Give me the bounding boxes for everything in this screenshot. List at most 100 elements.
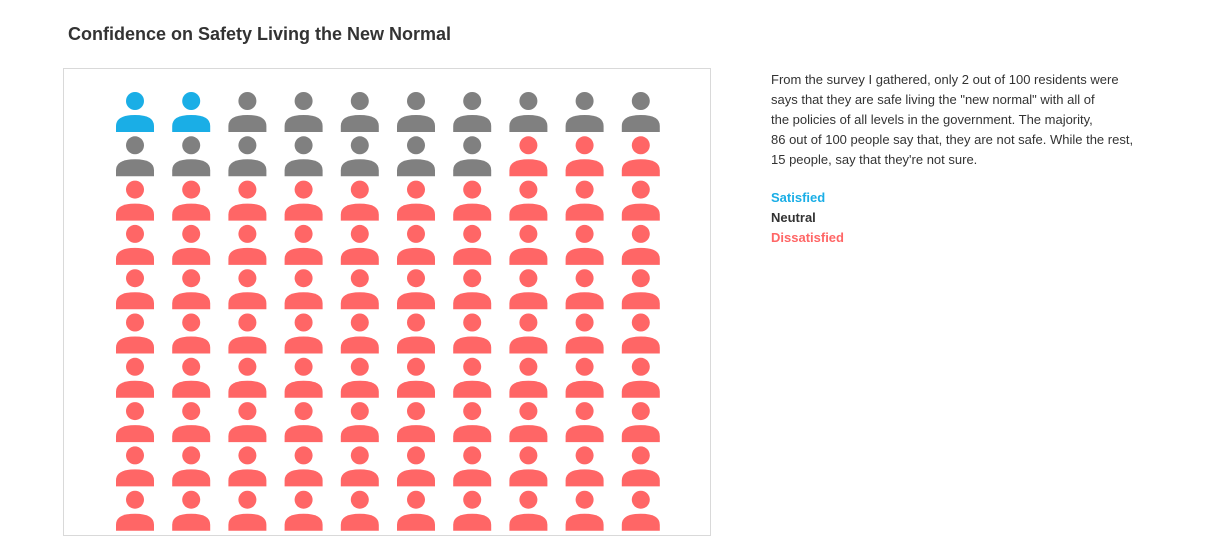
person-icon-dissatisfied xyxy=(397,180,435,221)
description-line: 15 people, say that they're not sure. xyxy=(771,152,978,167)
person-icon-dissatisfied xyxy=(116,357,154,398)
person-icon-dissatisfied xyxy=(397,357,435,398)
person-icon-dissatisfied xyxy=(565,490,604,531)
person-icon-dissatisfied xyxy=(340,357,379,398)
person-icon-dissatisfied xyxy=(565,180,604,221)
person-icon-dissatisfied xyxy=(565,313,604,354)
person-icon-dissatisfied xyxy=(284,180,323,221)
person-icon-neutral xyxy=(340,92,379,132)
description-line: From the survey I gathered, only 2 out o… xyxy=(771,72,1119,87)
person-icon-dissatisfied xyxy=(397,490,435,531)
person-icon-satisfied xyxy=(116,92,154,132)
person-icon-dissatisfied xyxy=(565,269,604,310)
person-icon-dissatisfied xyxy=(228,357,267,398)
person-icon-dissatisfied xyxy=(340,180,379,221)
description-line: says that they are safe living the "new … xyxy=(771,92,1095,107)
person-icon-dissatisfied xyxy=(621,313,660,354)
person-icon-dissatisfied xyxy=(228,224,267,265)
person-icon-dissatisfied xyxy=(172,402,211,443)
person-icon-neutral xyxy=(509,92,548,132)
person-icon-dissatisfied xyxy=(284,224,323,265)
person-icon-dissatisfied xyxy=(621,446,660,487)
description: From the survey I gathered, only 2 out o… xyxy=(771,70,1191,170)
person-icon-dissatisfied xyxy=(116,490,154,531)
person-icon-dissatisfied xyxy=(621,490,660,531)
person-icon-neutral xyxy=(172,136,211,177)
person-icon-dissatisfied xyxy=(228,490,267,531)
person-icon-dissatisfied xyxy=(340,490,379,531)
person-icon-neutral xyxy=(621,92,660,132)
person-icon-dissatisfied xyxy=(284,446,323,487)
person-icon-dissatisfied xyxy=(453,402,492,443)
person-icon-neutral xyxy=(453,136,492,177)
person-icon-dissatisfied xyxy=(509,402,548,443)
person-icon-dissatisfied xyxy=(453,180,492,221)
person-icon-dissatisfied xyxy=(509,180,548,221)
person-icon-dissatisfied xyxy=(116,180,154,221)
person-icon-dissatisfied xyxy=(284,402,323,443)
person-icon-dissatisfied xyxy=(621,224,660,265)
person-icon-dissatisfied xyxy=(453,446,492,487)
person-icon-neutral xyxy=(284,136,323,177)
person-icon-dissatisfied xyxy=(621,357,660,398)
person-icon-dissatisfied xyxy=(340,402,379,443)
person-icon-dissatisfied xyxy=(621,136,660,177)
person-icon-dissatisfied xyxy=(397,269,435,310)
person-icon-dissatisfied xyxy=(453,357,492,398)
side-panel: From the survey I gathered, only 2 out o… xyxy=(771,70,1191,248)
person-icon-dissatisfied xyxy=(565,136,604,177)
person-icon-dissatisfied xyxy=(116,224,154,265)
person-icon-dissatisfied xyxy=(116,313,154,354)
person-icon-dissatisfied xyxy=(565,402,604,443)
person-icon-satisfied xyxy=(172,92,211,132)
person-icon-dissatisfied xyxy=(397,313,435,354)
person-icon-dissatisfied xyxy=(453,269,492,310)
person-icon-dissatisfied xyxy=(284,269,323,310)
person-icon-dissatisfied xyxy=(340,446,379,487)
person-icon-neutral xyxy=(340,136,379,177)
person-icon-dissatisfied xyxy=(116,446,154,487)
legend-neutral: Neutral xyxy=(771,210,816,225)
person-icon-dissatisfied xyxy=(509,357,548,398)
legend-dissatisfied: Dissatisfied xyxy=(771,230,844,245)
person-icon-dissatisfied xyxy=(228,180,267,221)
person-icon-dissatisfied xyxy=(172,224,211,265)
person-icon-dissatisfied xyxy=(284,313,323,354)
person-icon-dissatisfied xyxy=(565,357,604,398)
person-icon-dissatisfied xyxy=(116,402,154,443)
person-icon-dissatisfied xyxy=(284,490,323,531)
person-icon-dissatisfied xyxy=(509,490,548,531)
person-icon-dissatisfied xyxy=(340,269,379,310)
person-icon-dissatisfied xyxy=(453,224,492,265)
person-icon-dissatisfied xyxy=(172,446,211,487)
person-icon-dissatisfied xyxy=(340,313,379,354)
person-icon-dissatisfied xyxy=(509,313,548,354)
person-icon-neutral xyxy=(228,136,267,177)
person-icon-dissatisfied xyxy=(172,313,211,354)
description-line: the policies of all levels in the govern… xyxy=(771,112,1093,127)
person-icon-dissatisfied xyxy=(340,224,379,265)
person-icon-dissatisfied xyxy=(172,180,211,221)
person-icon-dissatisfied xyxy=(621,269,660,310)
person-icon-dissatisfied xyxy=(397,224,435,265)
person-icon-neutral xyxy=(453,92,492,132)
chart-title: Confidence on Safety Living the New Norm… xyxy=(68,24,452,44)
person-icon-neutral xyxy=(228,92,267,132)
person-icon-dissatisfied xyxy=(228,313,267,354)
person-icon-dissatisfied xyxy=(453,313,492,354)
person-icon-dissatisfied xyxy=(172,490,211,531)
person-icon-neutral xyxy=(116,136,154,177)
person-icon-dissatisfied xyxy=(228,446,267,487)
person-icon-neutral xyxy=(397,92,435,132)
person-icon-dissatisfied xyxy=(228,402,267,443)
pictogram-svg xyxy=(116,92,660,531)
person-icon-dissatisfied xyxy=(565,446,604,487)
legend-satisfied: Satisfied xyxy=(771,190,826,205)
person-icon-dissatisfied xyxy=(509,269,548,310)
description-line: 86 out of 100 people say that, they are … xyxy=(771,132,1134,147)
person-icon-dissatisfied xyxy=(172,357,211,398)
person-icon-dissatisfied xyxy=(453,490,492,531)
person-icon-dissatisfied xyxy=(284,357,323,398)
person-icon-dissatisfied xyxy=(397,446,435,487)
person-icon-dissatisfied xyxy=(509,446,548,487)
